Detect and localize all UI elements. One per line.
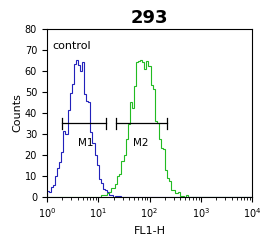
X-axis label: FL1-H: FL1-H [133, 226, 166, 236]
Title: 293: 293 [131, 9, 168, 27]
Y-axis label: Counts: Counts [12, 93, 22, 132]
Text: control: control [53, 41, 91, 51]
Text: M1: M1 [78, 138, 94, 148]
Text: M2: M2 [133, 138, 148, 148]
